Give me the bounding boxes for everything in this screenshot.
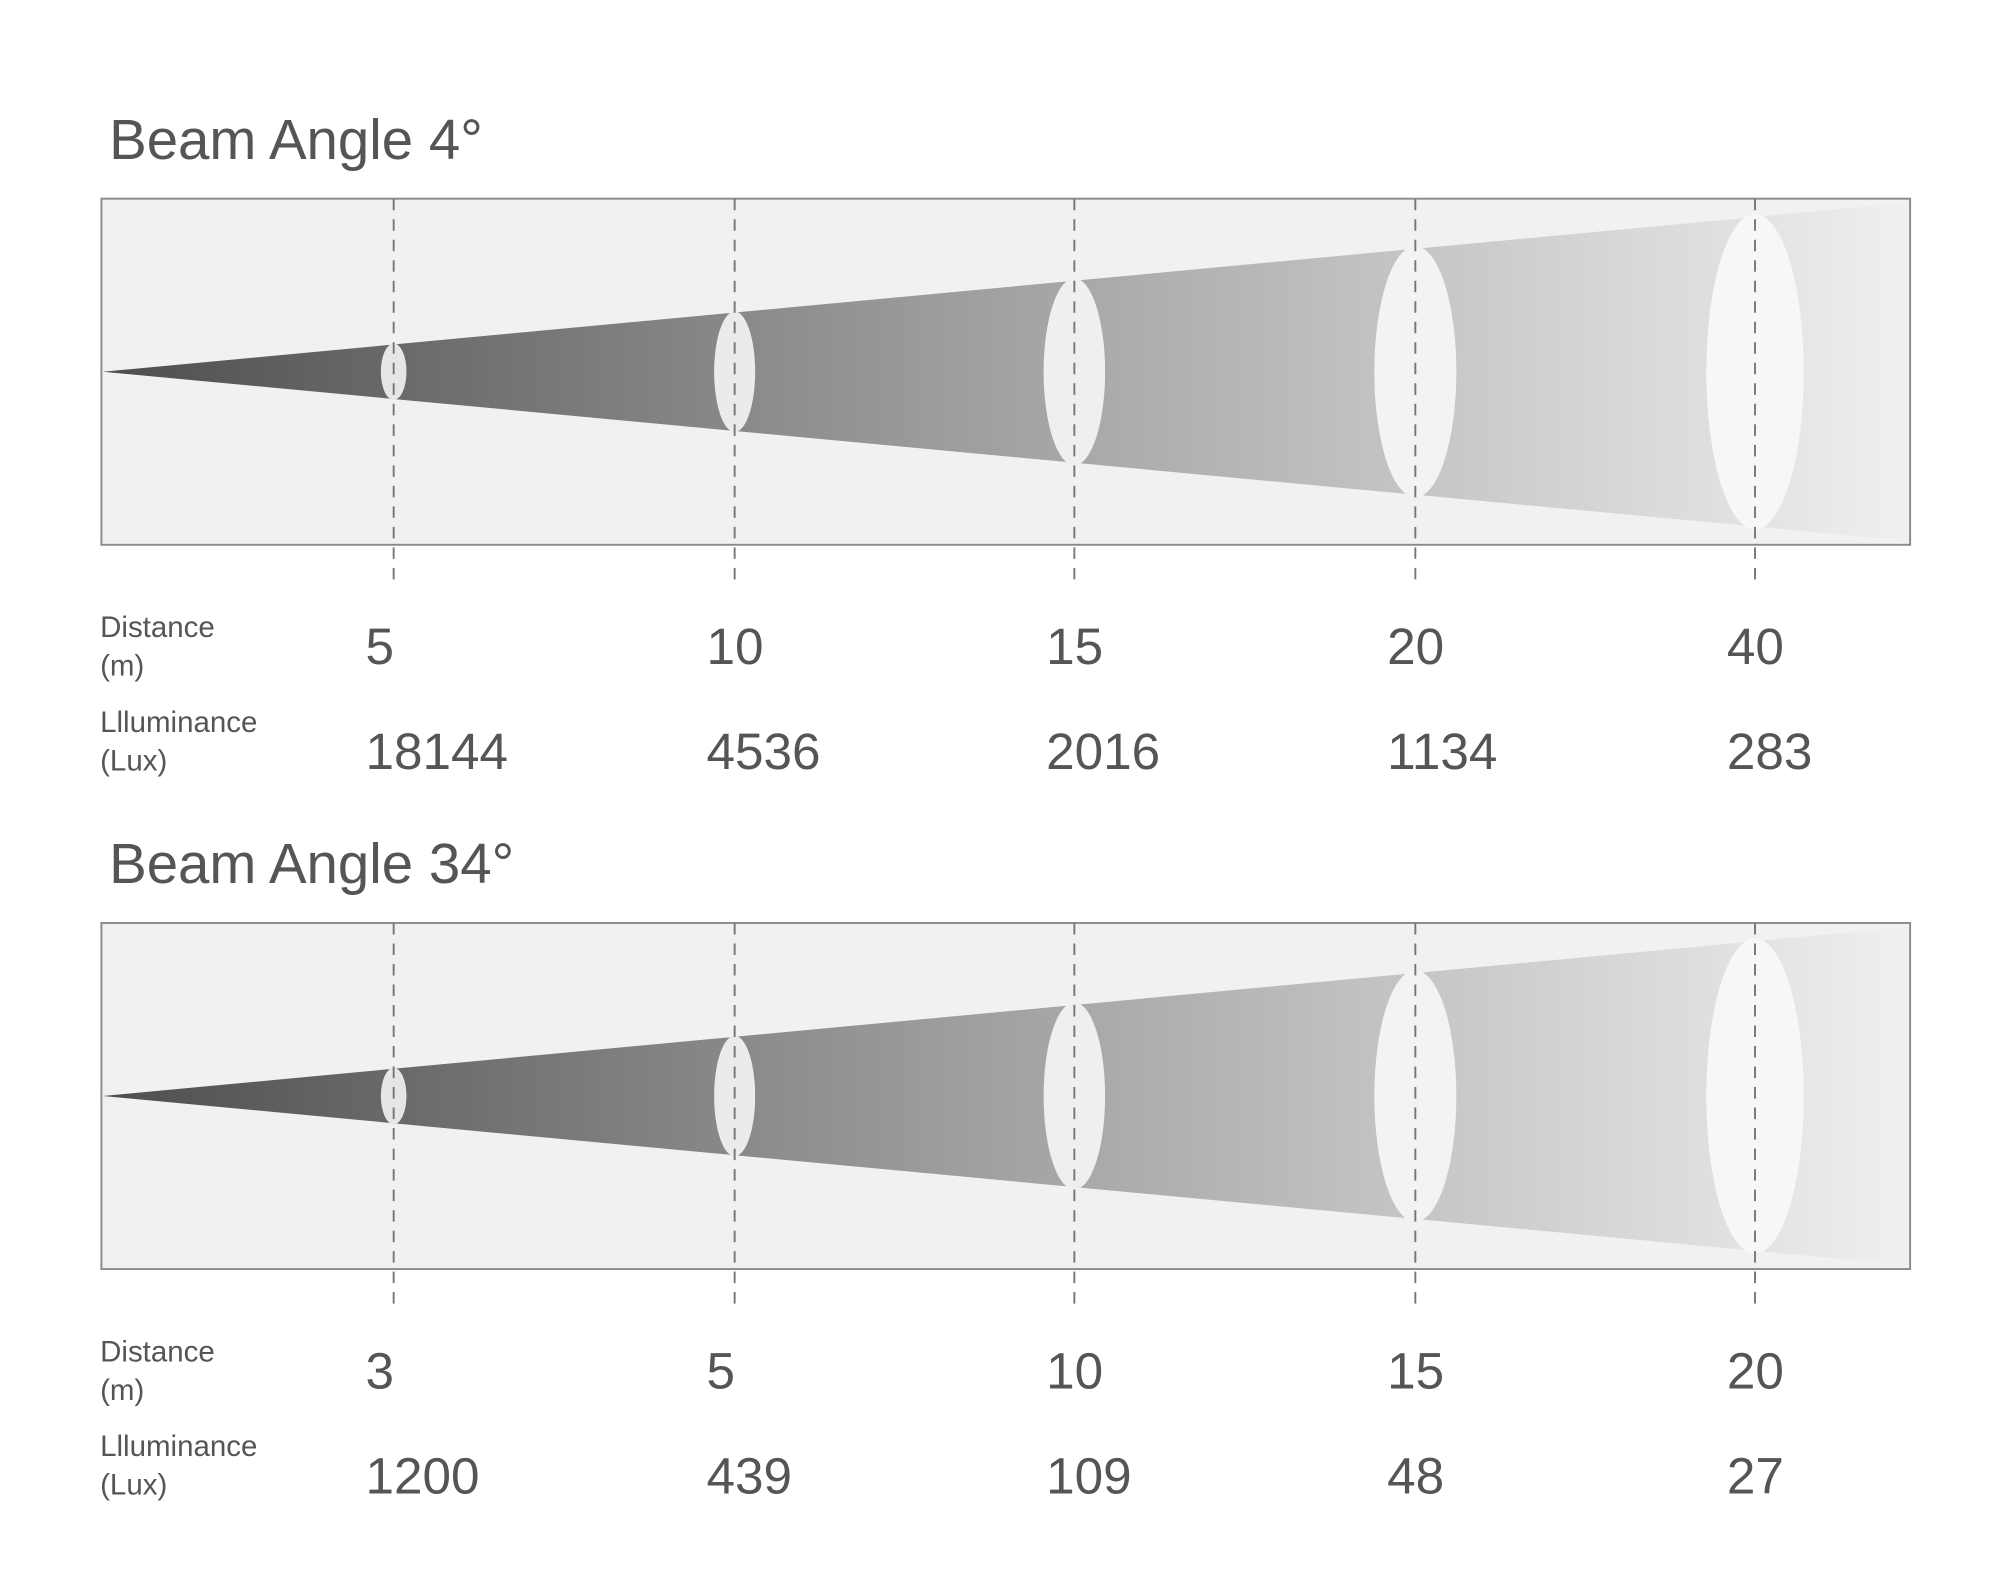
- panel-title: Beam Angle 34°: [109, 832, 514, 895]
- distance-label: (m): [100, 650, 144, 683]
- panel-title: Beam Angle 4°: [109, 108, 483, 171]
- illuminance-value: 439: [706, 1447, 792, 1504]
- illuminance-value: 18144: [365, 723, 508, 780]
- distance-value: 20: [1727, 1342, 1784, 1399]
- illuminance-value: 4536: [706, 723, 820, 780]
- beam-cone: [102, 202, 1909, 541]
- distance-label: (m): [100, 1374, 144, 1407]
- distance-value: 40: [1727, 618, 1784, 675]
- distance-value: 20: [1387, 618, 1444, 675]
- distance-label: Distance: [100, 1335, 215, 1368]
- illuminance-value: 27: [1727, 1447, 1784, 1504]
- illuminance-value: 48: [1387, 1447, 1444, 1504]
- illuminance-value: 283: [1727, 723, 1813, 780]
- beam-cone: [102, 926, 1909, 1266]
- distance-label: Distance: [100, 611, 215, 644]
- distance-value: 5: [706, 1342, 735, 1399]
- distance-value: 15: [1387, 1342, 1444, 1399]
- distance-value: 5: [365, 618, 394, 675]
- illuminance-label: Llluminance: [100, 1430, 257, 1463]
- illuminance-value: 2016: [1046, 723, 1160, 780]
- illuminance-label: Llluminance: [100, 706, 257, 739]
- illuminance-value: 1134: [1387, 723, 1497, 780]
- illuminance-value: 1200: [365, 1447, 479, 1504]
- distance-value: 15: [1046, 618, 1103, 675]
- distance-value: 10: [706, 618, 763, 675]
- illuminance-value: 109: [1046, 1447, 1132, 1504]
- distance-value: 3: [365, 1342, 394, 1399]
- illuminance-label: (Lux): [100, 1469, 167, 1502]
- distance-value: 10: [1046, 1342, 1103, 1399]
- illuminance-label: (Lux): [100, 744, 167, 777]
